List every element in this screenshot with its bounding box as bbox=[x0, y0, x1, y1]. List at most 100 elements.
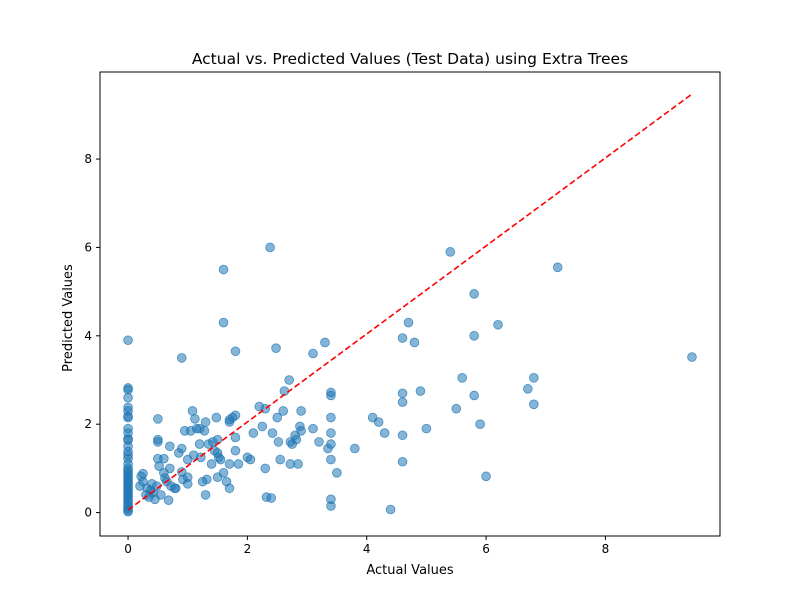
data-point bbox=[469, 331, 479, 341]
data-point bbox=[123, 392, 133, 403]
data-point bbox=[123, 384, 133, 395]
data-point bbox=[308, 423, 318, 434]
data-point bbox=[296, 426, 306, 436]
chart-title: Actual vs. Predicted Values (Test Data) … bbox=[192, 50, 628, 68]
data-point bbox=[165, 441, 175, 452]
data-point bbox=[272, 412, 283, 423]
data-point bbox=[326, 412, 336, 423]
data-point bbox=[267, 428, 278, 438]
data-point bbox=[194, 439, 205, 449]
data-point bbox=[529, 399, 539, 410]
data-point bbox=[373, 417, 384, 427]
y-tick-label: 8 bbox=[84, 152, 92, 166]
data-point bbox=[469, 289, 479, 299]
data-point bbox=[469, 390, 479, 401]
data-point bbox=[230, 432, 241, 443]
data-point bbox=[123, 412, 133, 423]
data-point bbox=[187, 406, 198, 416]
data-point bbox=[481, 471, 491, 482]
data-point bbox=[218, 317, 229, 328]
data-point bbox=[379, 428, 390, 438]
data-point bbox=[284, 375, 294, 385]
data-point bbox=[159, 453, 169, 464]
data-point bbox=[138, 468, 148, 479]
data-point bbox=[320, 337, 330, 348]
data-point bbox=[230, 410, 241, 421]
data-point bbox=[552, 262, 563, 273]
data-point bbox=[212, 434, 223, 445]
data-point bbox=[523, 384, 533, 394]
data-point bbox=[275, 454, 286, 465]
data-point bbox=[176, 353, 187, 363]
x-tick-label: 6 bbox=[482, 542, 490, 556]
data-point bbox=[451, 403, 462, 414]
data-point bbox=[326, 390, 336, 401]
data-point bbox=[190, 414, 200, 424]
data-point bbox=[224, 483, 235, 494]
data-point bbox=[385, 504, 396, 515]
y-tick-label: 0 bbox=[84, 506, 92, 520]
data-point bbox=[154, 461, 164, 471]
data-point bbox=[123, 506, 133, 517]
data-point bbox=[224, 459, 235, 469]
x-tick-label: 8 bbox=[602, 542, 610, 556]
data-point bbox=[475, 419, 485, 430]
y-tick-label: 4 bbox=[84, 329, 92, 343]
data-point bbox=[199, 426, 210, 436]
x-tick-label: 2 bbox=[244, 542, 252, 556]
data-point bbox=[230, 445, 241, 456]
data-point bbox=[273, 437, 284, 447]
plot-frame bbox=[99, 71, 721, 537]
data-point bbox=[211, 412, 222, 423]
x-tick-label: 0 bbox=[124, 542, 132, 556]
data-point bbox=[403, 317, 414, 328]
data-point bbox=[291, 434, 302, 445]
data-point bbox=[206, 459, 217, 469]
data-point bbox=[397, 456, 408, 467]
data-point bbox=[529, 372, 539, 383]
data-point bbox=[182, 479, 193, 489]
data-point bbox=[293, 459, 303, 469]
data-point bbox=[314, 437, 324, 447]
data-point bbox=[218, 264, 229, 275]
data-point bbox=[156, 490, 166, 500]
data-point bbox=[415, 386, 426, 396]
data-point bbox=[153, 437, 163, 447]
data-point bbox=[257, 421, 268, 432]
data-point bbox=[308, 348, 318, 359]
data-point bbox=[245, 454, 256, 465]
data-point bbox=[457, 372, 468, 383]
data-point bbox=[163, 495, 174, 506]
data-point bbox=[123, 335, 133, 346]
data-point bbox=[326, 454, 336, 465]
y-axis-label: Predicted Values bbox=[61, 264, 76, 372]
data-point bbox=[265, 242, 275, 253]
data-point bbox=[165, 463, 175, 474]
x-tick-label: 4 bbox=[363, 542, 371, 556]
data-point bbox=[176, 443, 187, 454]
data-point bbox=[397, 430, 408, 441]
data-point bbox=[349, 443, 360, 454]
data-point bbox=[409, 337, 420, 348]
data-point bbox=[233, 459, 244, 469]
y-tick-label: 2 bbox=[84, 417, 92, 431]
data-point bbox=[687, 352, 697, 362]
data-point bbox=[230, 346, 241, 357]
data-point bbox=[248, 428, 259, 438]
data-point bbox=[397, 397, 408, 407]
data-point bbox=[266, 493, 277, 503]
data-point bbox=[326, 428, 336, 438]
data-point bbox=[445, 247, 456, 257]
plot-area: 0 2 4 6 8 0 2 4 6 8 bbox=[84, 71, 721, 556]
data-point bbox=[421, 423, 432, 434]
data-point bbox=[271, 343, 281, 353]
data-point bbox=[397, 388, 408, 399]
data-point bbox=[296, 406, 306, 416]
x-axis-label: Actual Values bbox=[366, 563, 454, 578]
data-point bbox=[332, 468, 342, 478]
data-point bbox=[200, 417, 211, 427]
data-point bbox=[326, 501, 336, 511]
